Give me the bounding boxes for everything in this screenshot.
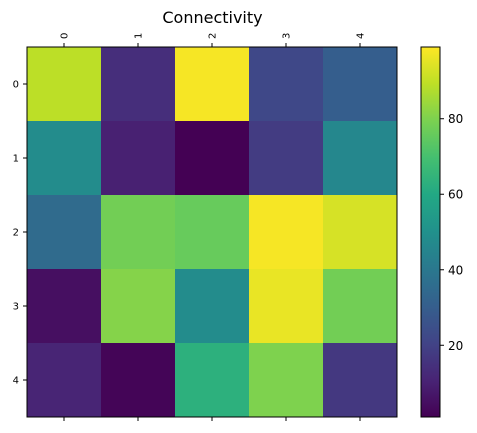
chart-title: Connectivity (162, 8, 262, 27)
x-tick-label: 1 (134, 33, 145, 39)
heatmap-cell (101, 195, 176, 270)
heatmap-cell (323, 121, 398, 196)
heatmap-cell (101, 343, 176, 418)
heatmap-cell (249, 121, 324, 196)
heatmap-cell (249, 343, 324, 418)
colorbar-gradient (421, 47, 440, 417)
heatmap-cell (175, 47, 250, 122)
colorbar: 20 40 60 80 (421, 47, 463, 417)
heatmap-cell (249, 195, 324, 270)
colorbar-tick-label: 60 (448, 188, 463, 202)
heatmap-cell (249, 47, 324, 122)
heatmap-cell (323, 47, 398, 122)
y-tick-label: 4 (13, 376, 19, 387)
x-tick-label: 0 (60, 33, 71, 39)
y-tick-label: 2 (13, 228, 19, 239)
heatmap-cell (249, 269, 324, 344)
heatmap-cell (27, 195, 102, 270)
heatmap-cell (27, 47, 102, 122)
x-tick-label: 3 (282, 33, 293, 39)
colorbar-ticks: 20 40 60 80 (440, 112, 463, 353)
heatmap-cell (175, 269, 250, 344)
x-tick-label: 2 (208, 33, 219, 39)
heatmap-cell (27, 343, 102, 418)
heatmap-cell (101, 121, 176, 196)
heatmap-cell (175, 121, 250, 196)
heatmap-cell (27, 121, 102, 196)
heatmap-cell (27, 269, 102, 344)
colorbar-tick-label: 80 (448, 112, 463, 126)
heatmap-cell (175, 343, 250, 418)
x-tick-label: 4 (356, 33, 367, 39)
heatmap-cell (101, 269, 176, 344)
heatmap-cell (323, 195, 398, 270)
y-axis-ticks: 0 1 2 3 4 (13, 80, 27, 387)
colorbar-tick-label: 40 (448, 263, 463, 277)
heatmap-cell (323, 269, 398, 344)
heatmap-cell (175, 195, 250, 270)
heatmap-cell (323, 343, 398, 418)
y-tick-label: 3 (13, 302, 19, 313)
colorbar-tick-label: 20 (448, 339, 463, 353)
y-tick-label: 0 (13, 80, 19, 91)
heatmap-cell (101, 47, 176, 122)
y-tick-label: 1 (13, 154, 19, 165)
heatmap-cells (27, 47, 398, 418)
